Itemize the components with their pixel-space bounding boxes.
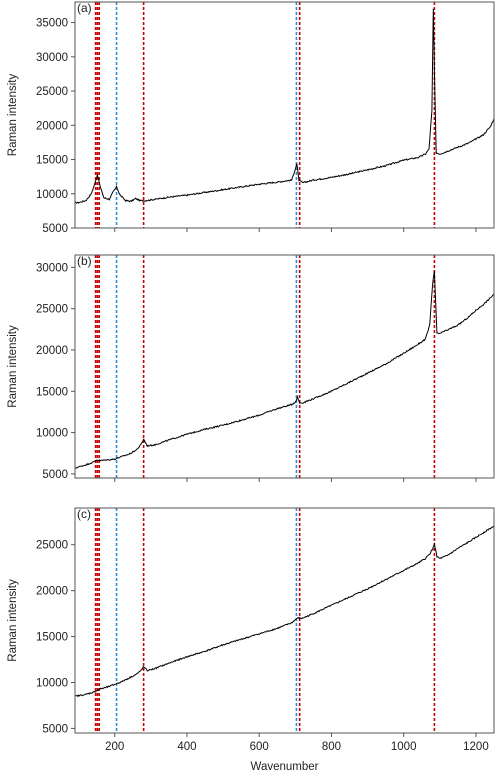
plot-frame [74,507,495,734]
plot-frame [74,254,495,479]
y-tick-label: 10000 [36,189,68,201]
y-tick-label: 5000 [42,223,68,235]
y-axis-label: Raman intensity [7,579,19,662]
y-tick-label: 20000 [36,120,68,132]
y-tick-label: 15000 [36,386,68,398]
spectrum-line [75,525,494,698]
series-group [75,8,494,204]
panel-2: 5000 10000 15000 20000 25000 30000 Raman inten… [7,254,495,482]
reference-lines [94,508,436,733]
y-tick-label: 10000 [36,677,68,689]
x-tick-label: 200 [105,741,124,753]
plot-frame [74,1,495,229]
y-tick-label: 20000 [36,345,68,357]
y-tick-label: 10000 [36,428,68,440]
panel-label: (c) [77,507,91,521]
reference-lines [94,2,436,228]
panel-label: (a) [77,1,92,15]
y-tick-label: 5000 [42,469,68,481]
y-tick-label: 25000 [36,304,68,316]
reference-lines [94,255,436,478]
y-tick-label: 15000 [36,632,68,644]
y-tick-label: 25000 [36,86,68,98]
y-tick-label: 35000 [36,18,68,30]
panel-3: 5000 10000 15000 20000 25000 200 400 600 800 1000… [7,507,495,753]
x-tick-label: 600 [250,741,269,753]
series-group [75,525,494,698]
y-tick-label: 5000 [42,723,68,735]
x-tick-label: 800 [322,741,341,753]
y-tick-label: 20000 [36,586,68,598]
x-tick-label: 400 [177,741,196,753]
panel-1: 5000 10000 15000 20000 25000 30000 35000 Raman … [7,1,495,235]
x-tick-label: 1200 [463,741,489,753]
y-tick-label: 30000 [36,52,68,64]
y-axis-label: Raman intensity [7,74,19,157]
spectrum-line [75,270,494,469]
y-tick-label: 15000 [36,155,68,167]
series-group [75,270,494,469]
x-tick-label: 1000 [391,741,417,753]
y-axis-label: Raman intensity [7,325,19,408]
y-tick-label: 30000 [36,262,68,274]
panel-label: (b) [77,254,92,268]
x-axis-label: Wavenumber [251,761,319,773]
y-tick-label: 25000 [36,540,68,552]
spectrum-line [75,8,494,204]
